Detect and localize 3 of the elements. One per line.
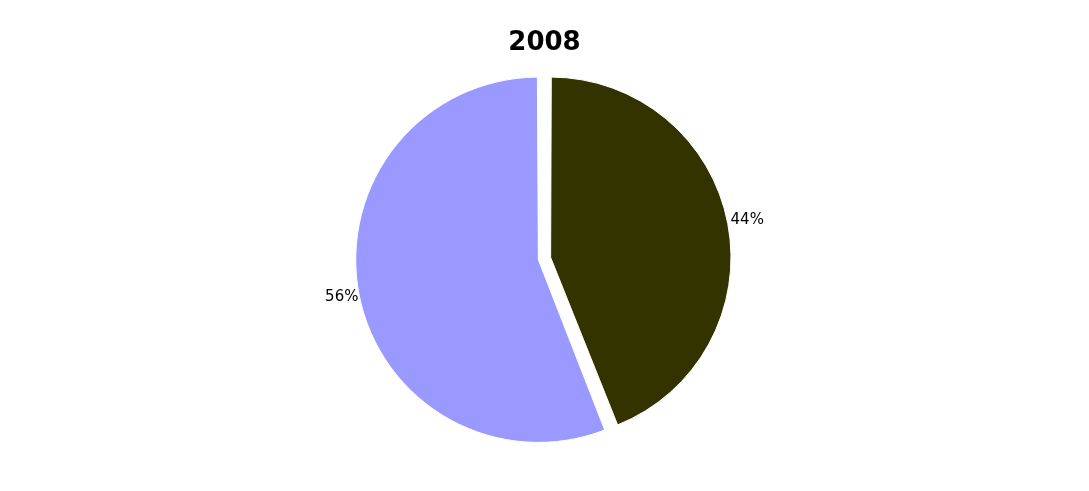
data-label: 44% [730, 209, 764, 228]
chart-title: 2008 [508, 26, 581, 57]
data-label: 56% [325, 287, 359, 306]
